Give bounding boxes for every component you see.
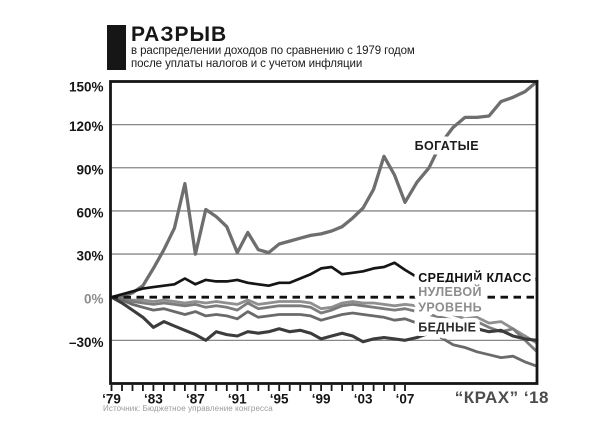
- x-tick-label-2003: ‘03: [354, 392, 373, 407]
- series-middle-class: [110, 261, 539, 299]
- x-tick-label-1995: ‘95: [270, 392, 289, 407]
- title-accent-bar: [107, 25, 126, 70]
- chart-subtitle-line1: в распределении доходов по сравнению с 1…: [131, 45, 415, 57]
- series-poor-1: [110, 295, 539, 345]
- y-tick-label-0: 0%: [84, 292, 104, 307]
- y-tick-label-150: 150%: [69, 80, 104, 95]
- y-tick-label-120: 120%: [69, 119, 104, 134]
- x-tick-label-2007: ‘07: [396, 392, 415, 407]
- annotation-poor: БЕДНЫЕ: [418, 320, 476, 334]
- x-tick-label-1999: ‘99: [312, 392, 331, 407]
- annotation-zero-1: НУЛЕВОЙ: [418, 284, 482, 299]
- crash-label: “КРАХ” ‘18: [455, 388, 549, 407]
- plot-border: [109, 80, 539, 385]
- series-poor-4: [109, 295, 539, 344]
- series-poor-3: [110, 295, 539, 368]
- series-rich: [109, 79, 539, 299]
- series-poor-2: [110, 295, 539, 354]
- y-tick-label--30: –30%: [69, 335, 104, 350]
- title-block: РАЗРЫВ в распределении доходов по сравне…: [131, 23, 415, 70]
- chart-title: РАЗРЫВ: [131, 23, 228, 46]
- y-tick-label-60: 60%: [76, 205, 103, 220]
- annotation-rich: БОГАТЫЕ: [415, 139, 479, 153]
- annotation-zero-2: УРОВЕНЬ: [418, 300, 482, 314]
- x-tick-label-1983: ‘83: [144, 392, 163, 407]
- y-tick-label-30: 30%: [76, 249, 103, 264]
- source-note: Источник: Бюджетное управление конгресса: [103, 404, 273, 413]
- chart-header: РАЗРЫВ в распределении доходов по сравне…: [107, 23, 415, 70]
- x-tick-label-1979: ‘79: [102, 392, 121, 407]
- annotation-middle: СРЕДНИЙ КЛАСС: [418, 270, 531, 285]
- x-tick-label-1987: ‘87: [186, 392, 205, 407]
- chart-subtitle-line2: после уплаты налогов и с учетом инфляции: [131, 57, 363, 70]
- y-tick-label-90: 90%: [76, 162, 103, 177]
- x-tick-label-1991: ‘91: [228, 392, 247, 407]
